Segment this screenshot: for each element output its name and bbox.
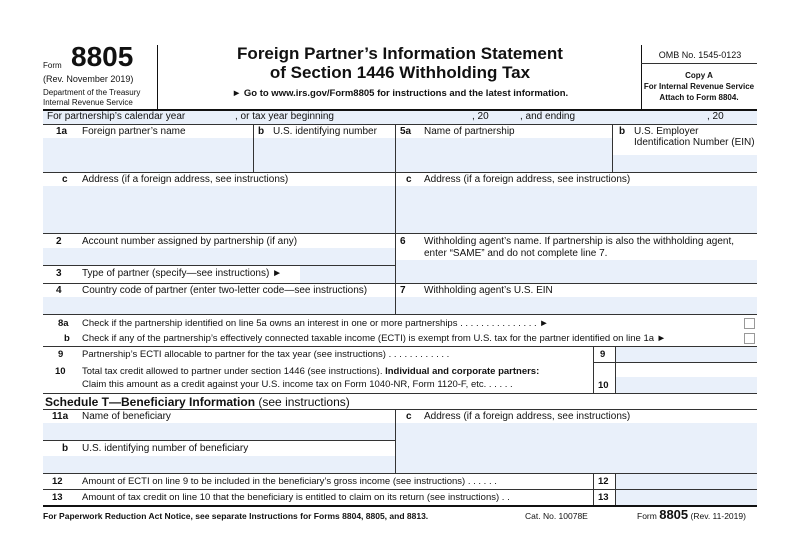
calendar-year-label: For partnership’s calendar year [47,111,186,122]
line-1a-number: 1a [56,126,68,137]
footer-form-id: Form 8805 (Rev. 11-2019) [637,508,746,523]
type-of-partner-field[interactable] [300,266,395,283]
line-1b-label: U.S. identifying number [273,126,377,137]
year-20-end: , 20 [707,111,724,122]
goto-instructions-link[interactable]: ► Go to www.irs.gov/Form8805 for instruc… [231,88,569,99]
line-3-label: Type of partner (specify—see instruction… [82,268,282,279]
year-20-begin: , 20 [472,111,489,122]
footer-form-number: 8805 [659,507,689,522]
line-10-text: Total tax credit allowed to partner unde… [82,366,386,377]
line-4-label: Country code of partner (enter two-lette… [82,285,368,296]
line-6-number: 6 [400,236,406,247]
line-9-label: Partnership’s ECTI allocable to partner … [82,349,450,360]
schedule-t-note: (see instructions) [258,395,350,409]
line-5b-label2: Identification Number (EIN) [634,137,755,148]
footer-revision: (Rev. 11-2019) [690,511,746,521]
line-5a-number: 5a [400,126,412,137]
account-number-field[interactable] [43,248,395,265]
line-11c-label: Address (if a foreign address, see instr… [424,411,631,422]
copy-a-block: Copy A For Internal Revenue Service Atta… [641,70,757,103]
line-11a-label: Name of beneficiary [82,411,171,422]
form-number: 8805 [71,41,134,72]
line-10-amount-field[interactable] [616,377,757,393]
title-line2: of Section 1446 Withholding Tax [269,63,531,82]
line-12-number: 12 [52,476,63,487]
line-11b-label: U.S. identifying number of beneficiary [82,443,249,454]
copy-for: For Internal Revenue Service [643,82,755,91]
line-9-box-label: 9 [600,349,606,360]
line-7-label: Withholding agent’s U.S. EIN [424,285,553,296]
copy-label: Copy A [685,71,713,80]
line-13-box-label: 13 [598,492,609,503]
revision: (Rev. November 2019) [43,74,134,84]
line-5c-label: Address (if a foreign address, see instr… [424,174,631,185]
line-5b-label1: U.S. Employer [634,126,699,137]
beneficiary-name-field[interactable] [43,423,395,440]
us-identifying-number-field[interactable] [254,138,395,172]
schedule-t-title: Schedule T—Beneficiary Information [45,395,256,409]
line-1c-label: Address (if a foreign address, see instr… [82,174,289,185]
line-10-bold-text: Individual and corporate partners: [385,366,540,377]
line-12-box-label: 12 [598,476,609,487]
paperwork-notice: For Paperwork Reduction Act Notice, see … [43,511,429,521]
line-12-amount-field[interactable] [616,474,757,489]
withholding-agent-name-field[interactable] [396,260,757,283]
tax-year-field[interactable] [43,111,757,124]
line-11a-number: 11a [52,411,69,422]
omb-number: OMB No. 1545-0123 [658,50,742,60]
dept-line1: Department of the Treasury [43,88,141,97]
title-line1: Foreign Partner’s Information Statement [237,44,563,63]
line-6-label1: Withholding agent’s name. If partnership… [424,236,735,247]
line-13-number: 13 [52,492,63,503]
line-13-amount-field[interactable] [616,490,757,505]
line-9-amount-field[interactable] [616,347,757,362]
beneficiary-id-field[interactable] [43,456,395,473]
line-5a-label: Name of partnership [424,126,515,137]
schedule-t-heading: Schedule T—Beneficiary Information (see … [45,395,350,409]
line-3-number: 3 [56,268,62,279]
line-7-number: 7 [400,285,406,296]
line-10-box-label: 10 [598,380,609,391]
beneficiary-address-field[interactable] [396,423,757,473]
line-9-number: 9 [58,349,64,360]
tax-year-beginning-label: , or tax year beginning [235,111,334,122]
line-13-label: Amount of tax credit on line 10 that the… [82,492,510,503]
partnership-address-field[interactable] [396,186,757,233]
line-1a-label: Foreign partner’s name [82,126,186,137]
line-12-label: Amount of ECTI on line 9 to be included … [82,476,497,487]
line-5b-number: b [619,126,626,137]
withholding-agent-ein-field[interactable] [396,297,757,314]
dept-line2: Internal Revenue Service [43,98,133,107]
line-8b-number: b [64,333,70,344]
country-code-field[interactable] [43,297,395,314]
line-10-number: 10 [55,366,66,377]
ending-label: , and ending [520,111,576,122]
line-4-number: 4 [56,285,62,296]
partnership-name-field[interactable] [396,138,612,172]
line-8a-label: Check if the partnership identified on l… [82,318,549,329]
footer-form-word: Form [637,511,657,521]
line-8b-checkbox[interactable] [744,333,755,344]
line-8a-checkbox[interactable] [744,318,755,329]
catalog-number: Cat. No. 10078E [525,511,588,521]
line-1c-number: c [62,174,68,185]
line-11b-number: b [62,443,69,454]
line-2-number: 2 [56,236,62,247]
line-6-label2: enter “SAME” and do not complete line 7. [424,248,608,259]
line-5c-number: c [406,174,412,185]
line-10-label2: Claim this amount as a credit against yo… [82,379,513,390]
partnership-ein-field[interactable] [613,155,757,172]
line-8b-label: Check if any of the partnership’s effect… [82,333,667,344]
line-11c-number: c [406,411,412,422]
attach-note: Attach to Form 8804. [659,93,739,102]
line-10-label1: Total tax credit allowed to partner unde… [82,366,539,378]
partner-address-field[interactable] [43,186,395,233]
form-title: Foreign Partner’s Information Statement … [160,44,640,99]
form-word: Form [43,61,62,70]
line-1b-number: b [258,126,265,137]
line-2-label: Account number assigned by partnership (… [82,236,298,247]
line-8a-number: 8a [58,318,69,329]
